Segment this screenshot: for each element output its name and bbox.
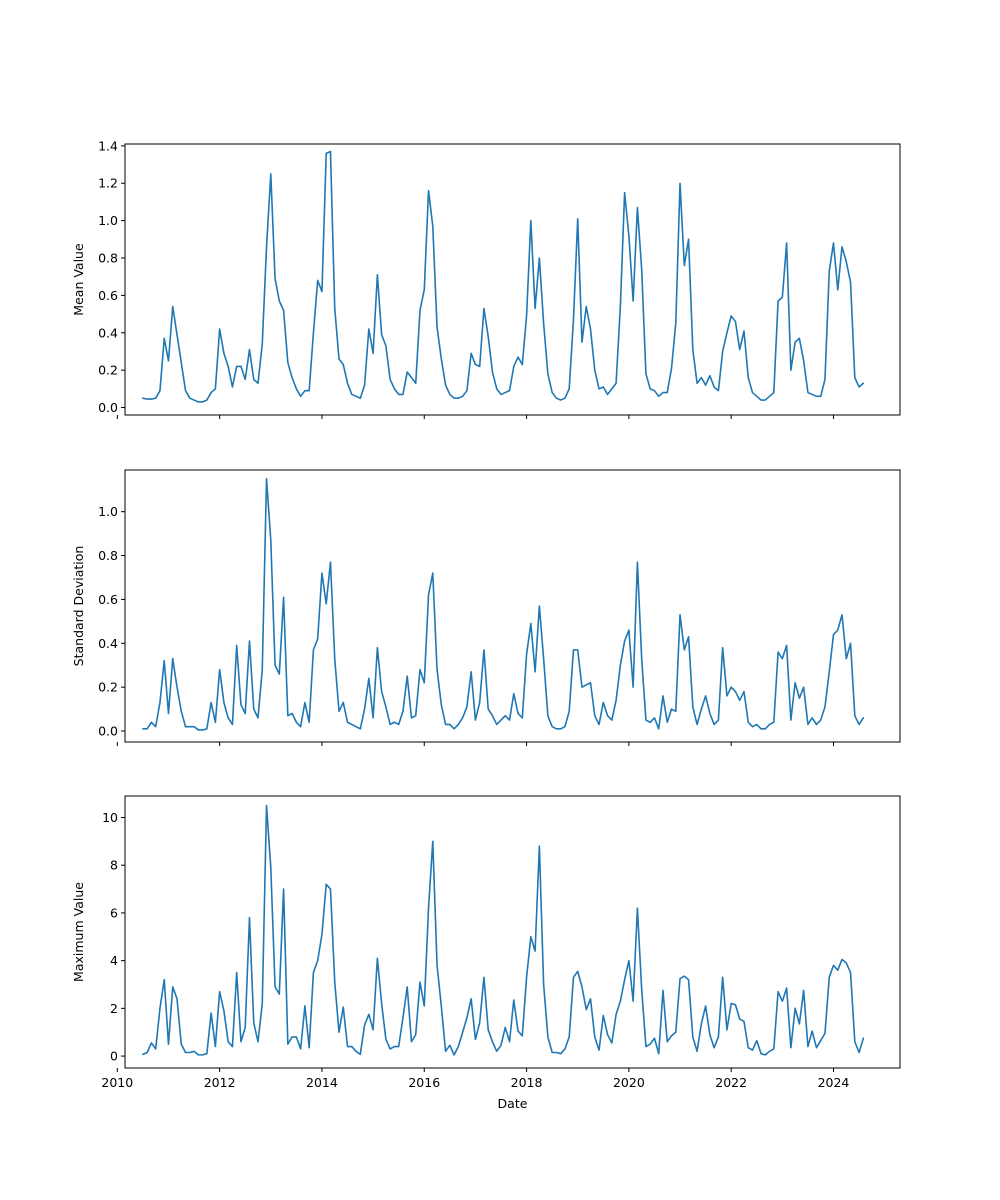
- y-tick-label: 1.2: [98, 176, 118, 191]
- subplot-2: 0.0 0.2 0.4 0.6 0.8 1.0 Standard Deviation: [71, 469, 901, 746]
- series-line: [142, 150, 865, 403]
- y-tick-label: 0.6: [98, 592, 118, 607]
- y-tick-label: 2: [110, 1001, 118, 1016]
- y-tick-label: 10: [102, 810, 118, 825]
- y-axis-label: Mean Value: [71, 243, 86, 316]
- y-tick-label: 8: [110, 858, 118, 873]
- x-tick-label: 2010: [101, 1075, 133, 1090]
- y-tick-label: 1.0: [98, 504, 118, 519]
- y-tick-label: 0.4: [98, 636, 118, 651]
- x-tick-label: 2020: [613, 1075, 645, 1090]
- y-axis-label: Standard Deviation: [71, 546, 86, 667]
- y-tick-label: 0.8: [98, 251, 118, 266]
- x-axis-label: Date: [498, 1096, 528, 1111]
- x-tick-label: 2024: [818, 1075, 850, 1090]
- subplot-1: 0.0 0.2 0.4 0.6 0.8 1.0 1.2 1.4 Mean Value: [71, 138, 901, 419]
- axes-frame: [124, 795, 901, 1069]
- axes-frame: [124, 469, 901, 743]
- series-line: [142, 804, 865, 1056]
- y-tick-label: 1.4: [98, 138, 118, 153]
- x-tick-label: 2014: [306, 1075, 338, 1090]
- x-tick-label: 2022: [715, 1075, 747, 1090]
- y-tick-label: 6: [110, 905, 118, 920]
- y-tick-label: 1.0: [98, 213, 118, 228]
- y-tick-label: 0.2: [98, 363, 118, 378]
- y-axis-label: Maximum Value: [71, 882, 86, 982]
- y-tick-label: 0.6: [98, 288, 118, 303]
- x-tick-label: 2018: [511, 1075, 543, 1090]
- y-tick-label: 0.4: [98, 325, 118, 340]
- series-line: [142, 477, 865, 731]
- x-tick-label: 2012: [204, 1075, 236, 1090]
- y-tick-label: 0.8: [98, 548, 118, 563]
- x-tick-label: 2016: [408, 1075, 440, 1090]
- y-tick-label: 0.0: [98, 724, 118, 739]
- y-tick-label: 0.2: [98, 680, 118, 695]
- y-tick-label: 0: [110, 1049, 118, 1064]
- y-tick-label: 4: [110, 953, 118, 968]
- subplot-3: 0 2 4 6 8 10 2010 2012 2014 2016 2018 2020 2022 2024 M…: [71, 795, 901, 1111]
- axes-frame: [124, 143, 901, 416]
- y-tick-label: 0.0: [98, 400, 118, 415]
